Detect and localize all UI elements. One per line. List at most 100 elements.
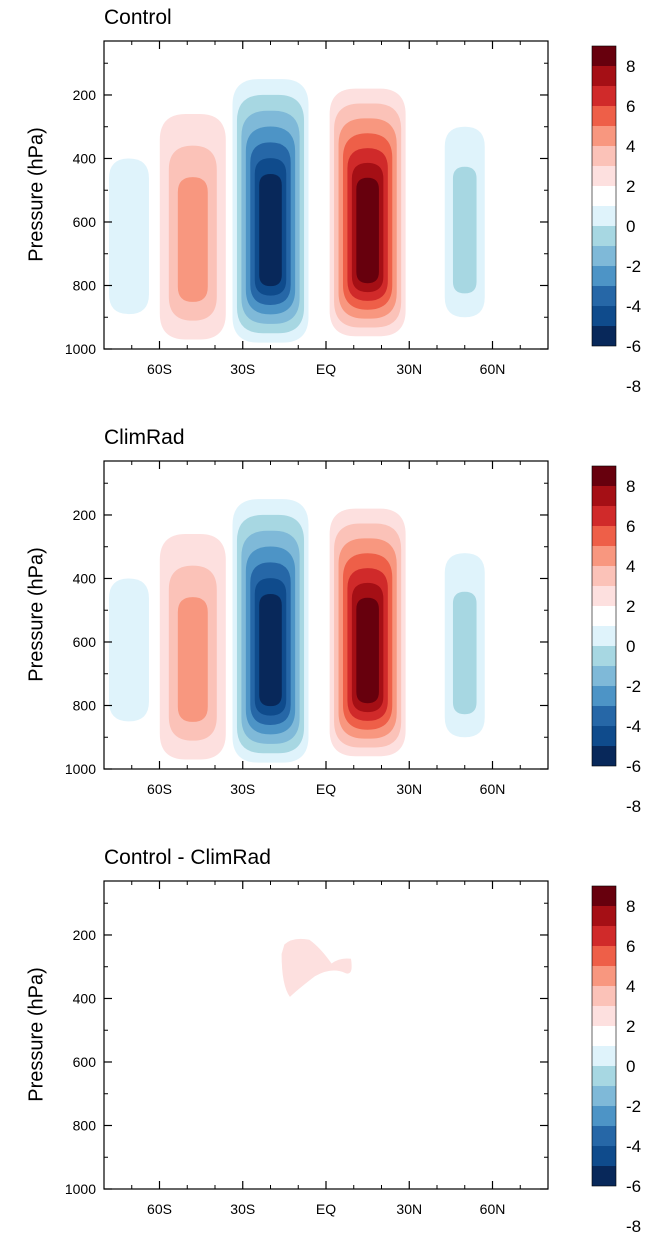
contour-feature-0 xyxy=(159,534,226,760)
colorbar-swatch xyxy=(592,166,616,186)
colorbar-swatch xyxy=(592,1146,616,1166)
colorbar-swatch xyxy=(592,246,616,266)
colorbar-label: -8 xyxy=(626,797,641,816)
colorbar-frame xyxy=(591,45,617,347)
colorbar-swatch xyxy=(592,506,616,526)
colorbar-label: -4 xyxy=(626,297,641,316)
panel-title: Control - ClimRad xyxy=(104,846,271,869)
colorbar-swatch xyxy=(592,646,616,666)
x-tick-label: 30S xyxy=(230,781,255,797)
x-tick-label: 30S xyxy=(230,1201,255,1217)
contour-field xyxy=(108,79,485,343)
x-tick-label: 60S xyxy=(147,781,172,797)
x-tick-label: 60S xyxy=(147,1201,172,1217)
x-tick-label: 30S xyxy=(230,361,255,377)
colorbar-swatch xyxy=(592,486,616,506)
x-tick-label: 60N xyxy=(480,781,506,797)
panel-title: ClimRad xyxy=(104,426,185,449)
colorbar-swatch xyxy=(592,526,616,546)
contour-level xyxy=(356,177,379,284)
contour-feature-4 xyxy=(108,158,149,315)
contour-plot: 200 400 600 800 1000 60S 30S EQ 30N 60N 8 6 4 2 0 -2 -4 -… xyxy=(65,880,641,1236)
plot-frame xyxy=(103,880,549,1190)
colorbar-swatch xyxy=(592,726,616,746)
colorbar-swatch xyxy=(592,306,616,326)
colorbar-swatch xyxy=(592,946,616,966)
colorbar-swatch xyxy=(592,586,616,606)
x-tick-label: 30N xyxy=(396,781,422,797)
colorbar-swatch xyxy=(592,46,616,66)
colorbar-label: 4 xyxy=(626,137,635,156)
contour-feature-0 xyxy=(281,938,352,997)
contour-plot: 200 400 600 800 1000 60S 30S EQ 30N 60N 8 6 4 2 0 -2 -4 -… xyxy=(65,40,641,396)
colorbar-swatch xyxy=(592,66,616,86)
x-tick-label: 30N xyxy=(396,361,422,377)
colorbar-label: 8 xyxy=(626,477,635,496)
x-tick-label: EQ xyxy=(316,361,336,377)
colorbar: 8 6 4 2 0 -2 -4 -6 -8 xyxy=(591,885,641,1236)
colorbar-label: -2 xyxy=(626,257,641,276)
contour-level xyxy=(108,158,149,315)
colorbar-swatch xyxy=(592,466,616,486)
colorbar-swatch xyxy=(592,1126,616,1146)
colorbar-swatch xyxy=(592,106,616,126)
colorbar-label: 2 xyxy=(626,597,635,616)
y-tick-label: 600 xyxy=(73,634,97,650)
y-tick-label: 200 xyxy=(73,927,97,943)
contour-level xyxy=(356,597,379,704)
y-tick-label: 400 xyxy=(73,990,97,1006)
colorbar-swatch xyxy=(592,226,616,246)
contour-plot: 200 400 600 800 1000 60S 30S EQ 30N 60N 8 6 4 2 0 -2 -4 -… xyxy=(65,460,641,816)
contour-feature-0 xyxy=(159,114,226,340)
y-tick-label: 800 xyxy=(73,697,97,713)
colorbar-label: 8 xyxy=(626,57,635,76)
colorbar-label: -6 xyxy=(626,337,641,356)
colorbar-swatch xyxy=(592,566,616,586)
colorbar-swatch xyxy=(592,146,616,166)
y-tick-label: 800 xyxy=(73,1117,97,1133)
x-tick-label: 30N xyxy=(396,1201,422,1217)
colorbar-swatch xyxy=(592,986,616,1006)
colorbar-swatch xyxy=(592,966,616,986)
colorbar-swatch xyxy=(592,666,616,686)
y-tick-label: 200 xyxy=(73,507,97,523)
colorbar-swatch xyxy=(592,606,616,626)
contour-field xyxy=(108,499,485,763)
panel-control: Control Pressure (hPa) 200 400 600 800 1000 6… xyxy=(0,0,648,410)
colorbar-label: 6 xyxy=(626,97,635,116)
y-tick-label: 600 xyxy=(73,214,97,230)
colorbar-swatch xyxy=(592,1046,616,1066)
contour-feature-2 xyxy=(329,508,406,757)
contour-level xyxy=(177,177,208,302)
colorbar-swatch xyxy=(592,546,616,566)
y-tick-label: 1000 xyxy=(65,341,96,357)
colorbar-swatch xyxy=(592,886,616,906)
panel-climrad: ClimRad Pressure (hPa) 200 400 600 800 1000 6… xyxy=(0,420,648,830)
contour-feature-3 xyxy=(444,553,485,738)
colorbar-frame xyxy=(591,885,617,1187)
colorbar-label: 2 xyxy=(626,1017,635,1036)
contour-feature-3 xyxy=(444,126,485,318)
contour-level xyxy=(452,166,477,294)
colorbar-swatch xyxy=(592,1026,616,1046)
colorbar-swatch xyxy=(592,1006,616,1026)
contour-level xyxy=(177,597,208,722)
y-tick-label: 1000 xyxy=(65,1181,96,1197)
colorbar-swatch xyxy=(592,86,616,106)
x-tick-label: 60N xyxy=(480,1201,506,1217)
y-tick-label: 400 xyxy=(73,570,97,586)
x-tick-label: EQ xyxy=(316,1201,336,1217)
colorbar-label: 4 xyxy=(626,977,635,996)
colorbar-swatch xyxy=(592,706,616,726)
colorbar-label: -4 xyxy=(626,1137,641,1156)
x-tick-label: EQ xyxy=(316,781,336,797)
colorbar-label: -4 xyxy=(626,717,641,736)
colorbar-label: -6 xyxy=(626,1177,641,1196)
colorbar-label: 6 xyxy=(626,517,635,536)
colorbar-swatch xyxy=(592,926,616,946)
contour-feature-2 xyxy=(329,88,406,337)
contour-level xyxy=(259,173,282,287)
y-tick-label: 800 xyxy=(73,277,97,293)
y-tick-label: 1000 xyxy=(65,761,96,777)
colorbar-label: -6 xyxy=(626,757,641,776)
